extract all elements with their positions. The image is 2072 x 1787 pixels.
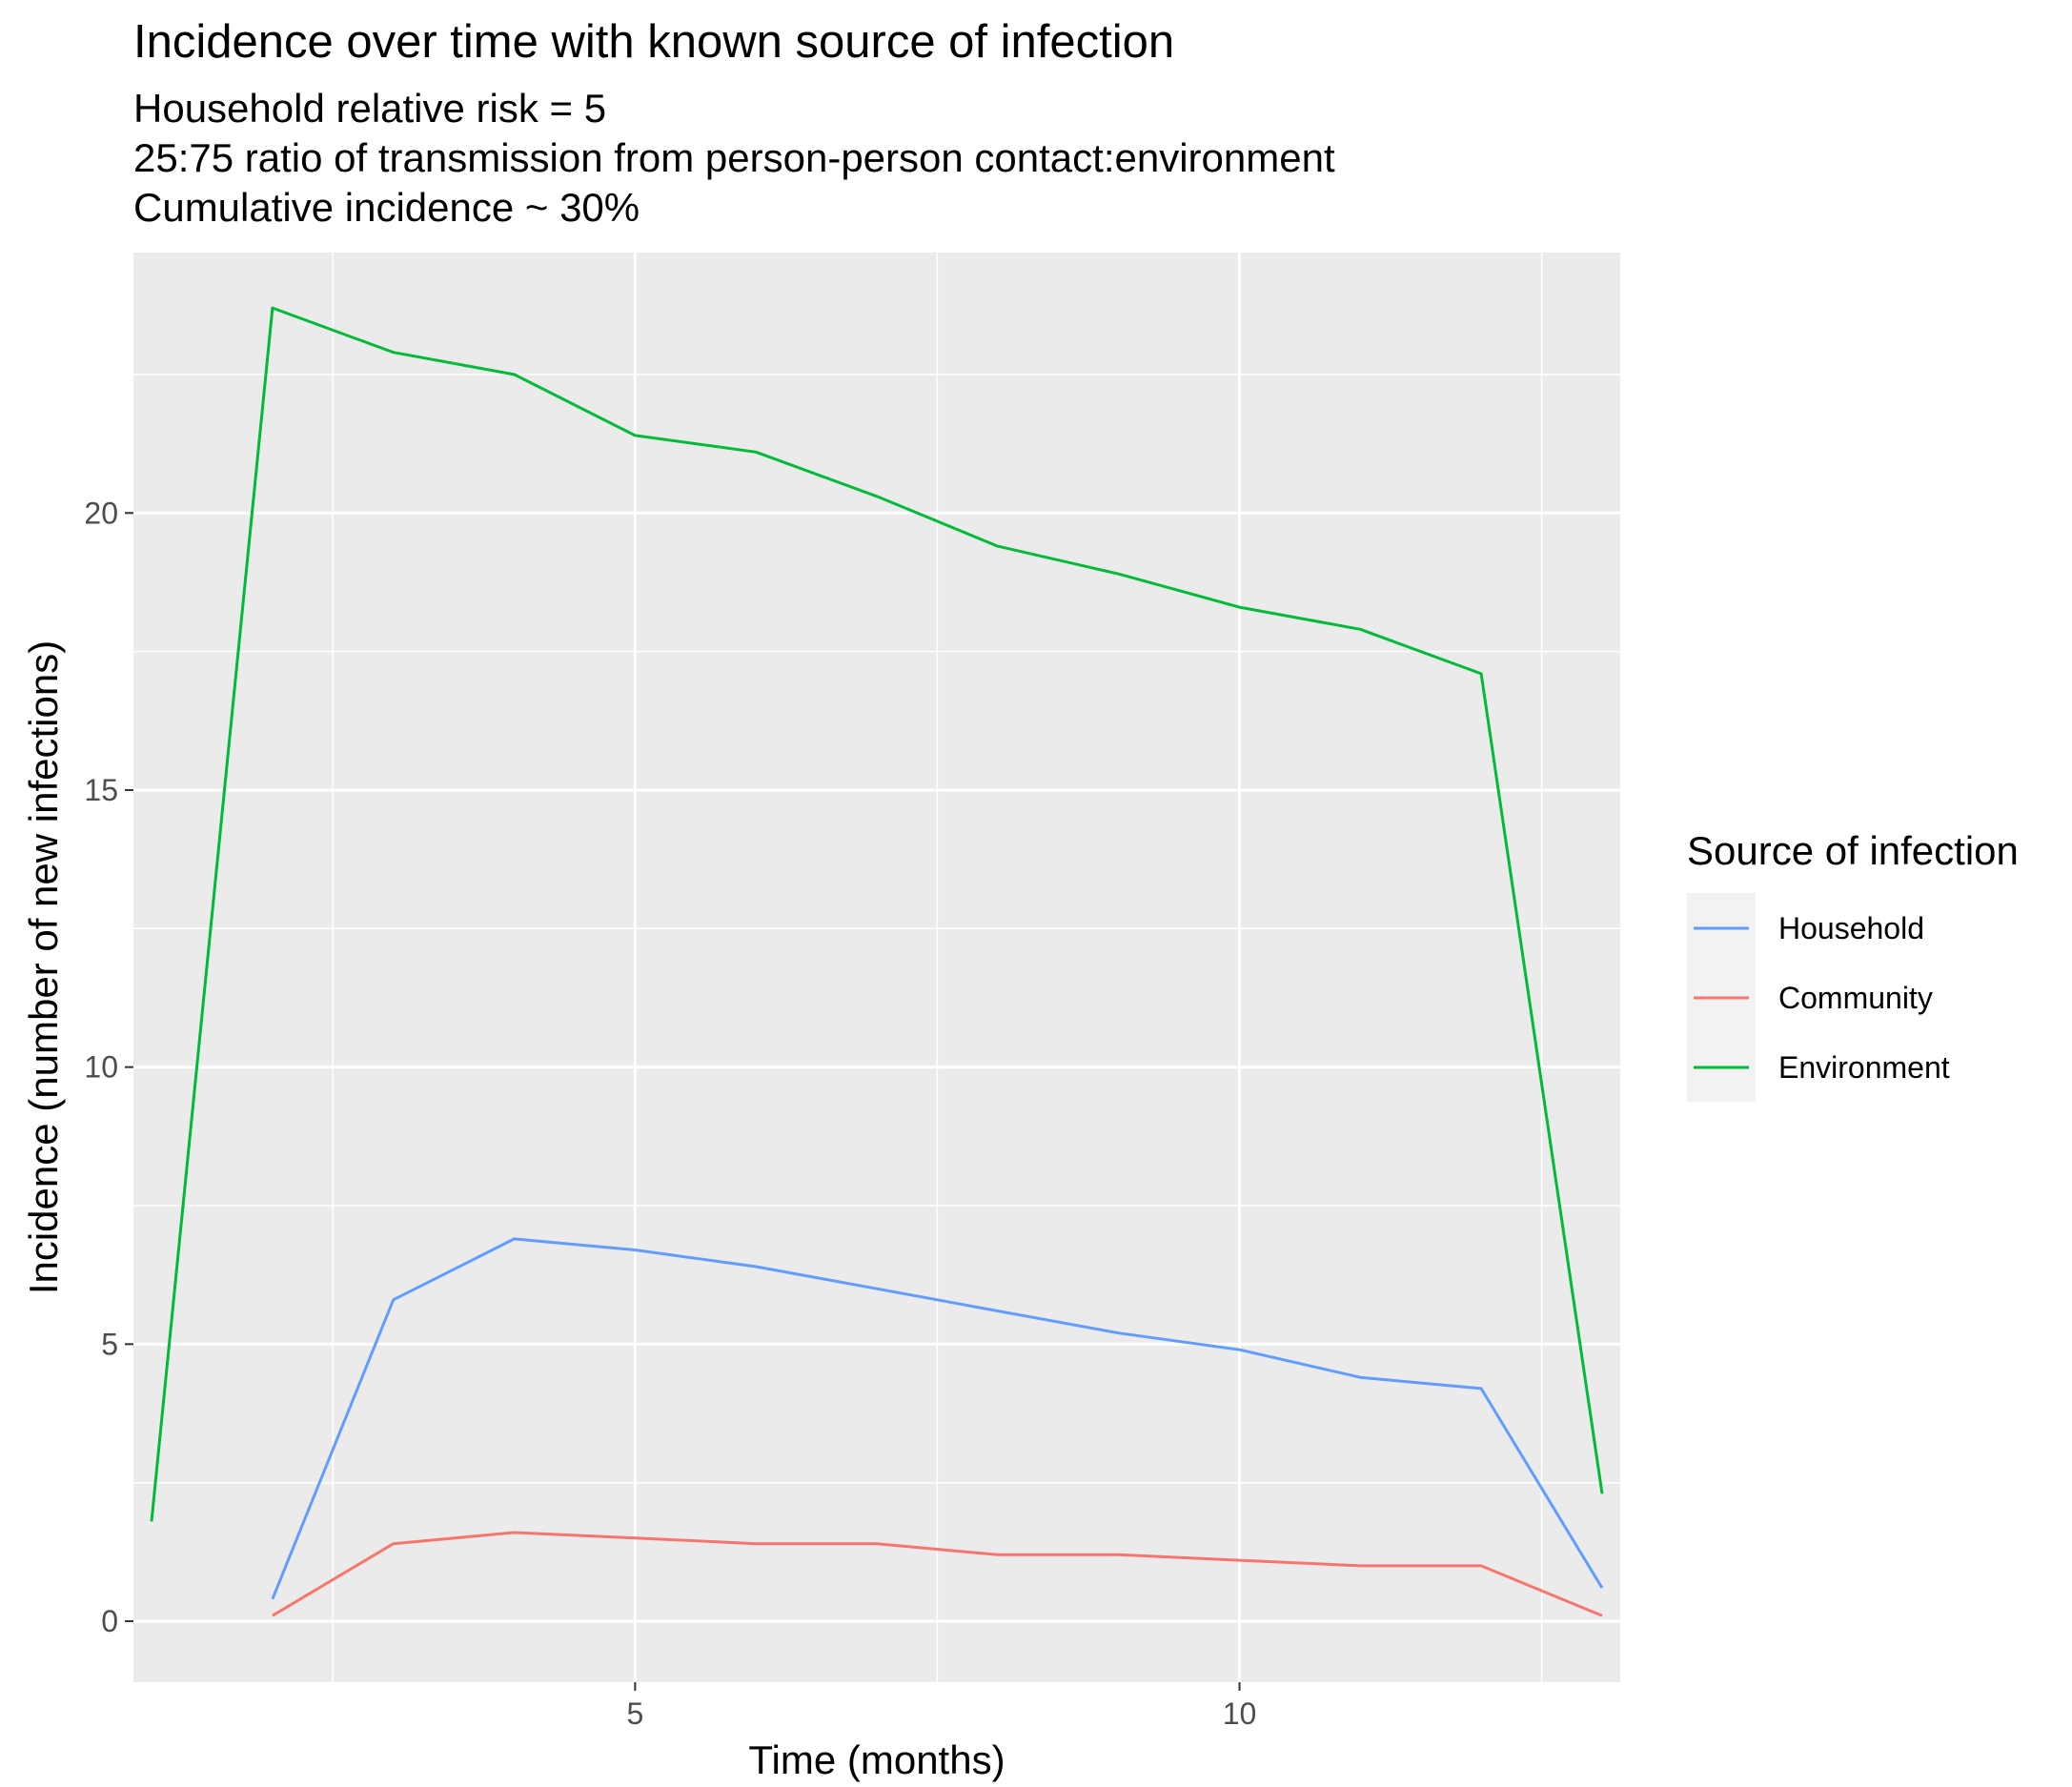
legend-label-community: Community [1778,981,1933,1015]
x-tick-label: 10 [1223,1696,1257,1731]
series-line-community [272,1531,1603,1617]
series-line-environment [150,306,1604,1522]
y-tick-label: 5 [101,1327,118,1361]
chart-subtitle-3: Cumulative incidence ~ 30% [133,185,640,230]
legend-label-environment: Environment [1778,1050,1950,1085]
y-tick-label: 20 [84,496,118,530]
chart-subtitle-2: 25:75 ratio of transmission from person-… [133,135,1335,180]
x-axis-title: Time (months) [748,1737,1005,1782]
y-axis-ticks: 0 5 10 15 20 [84,496,133,1638]
chart-title: Incidence over time with known source of… [133,16,1174,68]
minor-gridlines [133,253,1620,1682]
chart-subtitle-1: Household relative risk = 5 [133,86,606,131]
x-axis-ticks: 5 10 [626,1682,1256,1731]
x-tick-label: 5 [626,1696,643,1731]
y-tick-label: 15 [84,773,118,807]
legend: Source of infection Household Community En… [1687,828,2019,1102]
plot-panel [133,253,1620,1682]
legend-title: Source of infection [1687,828,2019,873]
y-tick-label: 10 [84,1050,118,1085]
legend-items: Household Community Environment [1694,911,1950,1085]
major-gridlines [133,253,1620,1682]
y-tick-label: 0 [101,1604,118,1638]
series-lines [150,306,1604,1617]
legend-label-household: Household [1778,911,1924,945]
y-axis-title: Incidence (number of new infections) [21,640,66,1294]
series-line-household [271,1237,1604,1600]
